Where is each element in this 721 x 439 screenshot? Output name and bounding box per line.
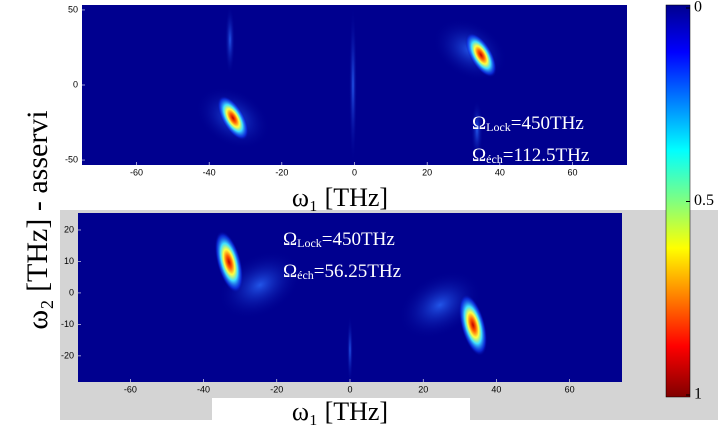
y-tick-label: -20 (61, 350, 74, 360)
panel-background (60, 398, 212, 420)
colorbar-tick-label: 0.5 (694, 192, 714, 209)
annotation-symbol: Ω (283, 229, 297, 250)
x-tick-label: 60 (565, 384, 575, 394)
y-tick-label: 0 (73, 79, 78, 89)
y-tick-label: 0 (69, 287, 74, 297)
annotation-subscript: éch (486, 152, 503, 166)
x-axis-label: ω₁ [THz] (292, 183, 388, 212)
annotation-subscript: éch (297, 268, 314, 282)
x-tick-label: 0 (352, 167, 357, 177)
y-tick-label: -10 (61, 319, 74, 329)
y-tick-label: 10 (64, 256, 74, 266)
annotation-text: =112.5THz (503, 145, 590, 166)
y-axis-label: ω₂ [THz] - asservi (21, 110, 54, 329)
x-tick-label: 40 (495, 167, 505, 177)
x-tick-label: -20 (270, 384, 283, 394)
x-tick-label: 0 (347, 384, 352, 394)
heatmap-top (82, 5, 627, 165)
annotation-symbol: Ω (472, 113, 486, 134)
x-tick-label: -60 (124, 384, 137, 394)
annotation-subscript: Lock (486, 120, 511, 134)
x-tick-label: 20 (422, 167, 432, 177)
annotation-text: =56.25THz (314, 261, 401, 282)
x-tick-label: 60 (567, 167, 577, 177)
annotation: ΩLock=450THz (283, 229, 395, 250)
heatmap-bottom (78, 213, 622, 385)
annotation-symbol: Ω (283, 261, 297, 282)
colorbar-tick-label: 0 (694, 0, 702, 16)
annotation-subscript: Lock (297, 236, 322, 250)
x-tick-label: 20 (418, 384, 428, 394)
x-tick-label: 40 (491, 384, 501, 394)
x-tick-label: -20 (275, 167, 288, 177)
y-tick-label: -50 (65, 154, 78, 164)
annotation: Ωéch=56.25THz (283, 261, 401, 282)
annotation-text: =450THz (511, 113, 584, 134)
x-axis-label: ω₁ [THz] (292, 397, 388, 426)
x-tick-label: -40 (197, 384, 210, 394)
y-tick-label: 50 (68, 4, 78, 14)
panel-background (470, 398, 718, 420)
annotation: Ωéch=112.5THz (472, 145, 589, 166)
x-tick-label: -60 (130, 167, 143, 177)
annotation-text: =450THz (322, 229, 395, 250)
annotation: ΩLock=450THz (472, 113, 584, 134)
y-tick-label: 20 (64, 224, 74, 234)
x-tick-label: -40 (203, 167, 216, 177)
annotation-symbol: Ω (472, 145, 486, 166)
colorbar-tick-label: 1 (694, 386, 702, 403)
